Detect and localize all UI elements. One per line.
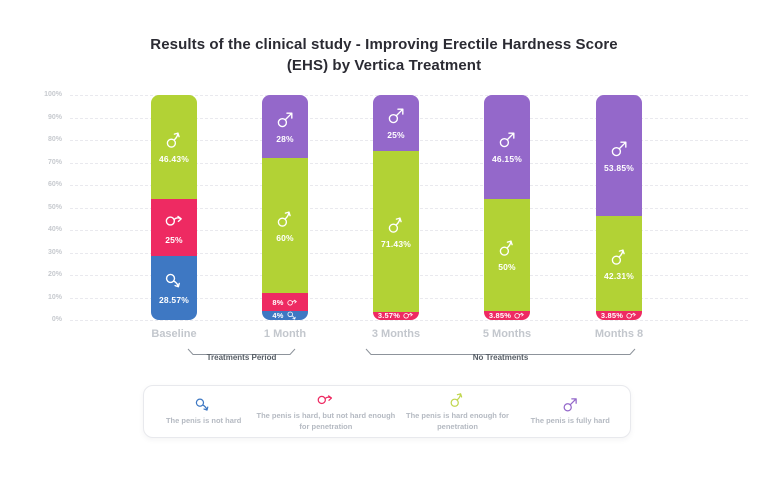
legend-item-label: The penis is not hard: [165, 416, 242, 426]
bar-segment-value: 28%: [276, 133, 294, 144]
gridline: [70, 320, 748, 321]
bar-segment-value: 60%: [276, 232, 294, 243]
bar-segment: 3.85%: [596, 311, 642, 320]
y-axis-tick-label: 70%: [47, 158, 62, 166]
male-not-hard-icon: [195, 396, 212, 413]
bar-segment: 50%: [484, 198, 530, 312]
legend-item: The penis is hard, but not hard enough f…: [255, 391, 396, 431]
y-axis-tick-label: 40%: [47, 226, 62, 233]
bar-segment-value: 3.85%: [600, 311, 624, 320]
male-hard-not-enough-icon: [317, 391, 334, 408]
stacked-bar-months-8: 53.85% 42.31% 3.85%: [596, 94, 642, 320]
chart-title-line1: Results of the clinical study - Improvin…: [150, 36, 618, 53]
stacked-bar-3-months: 25% 71.43% 3.57%: [373, 95, 419, 320]
male-hard-not-enough-icon: [165, 211, 184, 230]
male-hard-not-enough-icon: [626, 311, 637, 320]
bar-segment-value: 42.31%: [603, 270, 635, 281]
y-axis-tick-label: 90%: [47, 113, 62, 121]
male-hard-enough-icon: [610, 247, 629, 266]
bracket-annotation: [187, 343, 296, 361]
bracket-annotation-label: Treatments Period: [206, 353, 277, 362]
male-hard-not-enough-icon: [287, 297, 298, 308]
stacked-bar-5-months: 46.15% 50% 3.85%: [484, 95, 530, 320]
x-axis-label: 3 Months: [371, 328, 421, 340]
bar-segment-value: 53.85%: [603, 162, 635, 173]
y-axis-tick-label: 100%: [44, 91, 62, 98]
bar-segment-value: 25%: [387, 130, 405, 141]
y-axis-tick-label: 20%: [47, 271, 62, 278]
legend-item: The penis is not hard: [152, 396, 255, 426]
bar-segment: 28.57%: [151, 255, 197, 320]
bar-segment-value: 8%: [272, 297, 284, 307]
male-fully-hard-icon: [276, 110, 295, 129]
bar-segment-value: 28.57%: [158, 294, 190, 305]
bar-segment: 3.85%: [484, 311, 530, 320]
male-hard-enough-icon: [498, 238, 517, 257]
bar-segment: 46.15%: [484, 95, 530, 199]
x-axis-label: 1 Month: [263, 328, 307, 340]
bar-segment: 71.43%: [373, 151, 419, 312]
legend-item-label: The penis is hard enough for penetration: [406, 411, 509, 431]
y-axis-tick-label: 80%: [47, 136, 62, 143]
bar-segment-value: 71.43%: [380, 238, 412, 249]
bracket-annotation-label: No Treatments: [472, 353, 529, 362]
x-axis-label: Baseline: [151, 328, 197, 340]
bar-segment-value: 46.43%: [158, 154, 190, 165]
bar-segment-value: 50%: [498, 262, 516, 273]
male-hard-not-enough-icon: [403, 312, 414, 320]
bar-segment-value: 3.85%: [488, 311, 512, 320]
male-fully-hard-icon: [498, 130, 517, 149]
bar-segment: 3.57%: [373, 311, 419, 320]
chart-title-line2: (EHS) by Vertica Treatment: [286, 57, 482, 74]
x-axis-label: Months 8: [594, 328, 644, 340]
male-fully-hard-icon: [562, 396, 579, 413]
bar-segment: 53.85%: [596, 94, 642, 217]
y-axis-tick-label: 60%: [47, 181, 62, 188]
bar-segment-value: 4%: [272, 311, 284, 320]
y-axis-tick-label: 30%: [47, 248, 62, 256]
bar-segment: 42.31%: [596, 216, 642, 312]
male-hard-enough-icon: [449, 391, 466, 408]
y-axis-tick-label: 0%: [51, 316, 62, 323]
male-hard-enough-icon: [387, 215, 406, 234]
male-fully-hard-icon: [610, 139, 629, 158]
y-axis-tick-label: 50%: [47, 203, 62, 211]
stacked-bar-baseline: 46.43% 25% 28.57%: [151, 95, 197, 320]
bar-segment: 28%: [262, 95, 308, 158]
male-not-hard-icon: [165, 271, 184, 290]
bar-segment: 46.43%: [151, 95, 197, 200]
y-axis-tick-label: 10%: [47, 293, 62, 301]
male-fully-hard-icon: [387, 106, 406, 125]
bracket-annotation: [365, 343, 636, 361]
chart-title: Results of the clinical study - Improvin…: [0, 34, 768, 76]
male-hard-enough-icon: [165, 130, 184, 149]
male-hard-not-enough-icon: [514, 311, 525, 320]
bar-segment: 8%: [262, 293, 308, 311]
bar-segment-value: 3.57%: [377, 311, 401, 320]
stacked-bar-1-month: 28% 60% 8% 4%: [262, 95, 308, 320]
legend-item-label: The penis is hard, but not hard enough f…: [256, 411, 396, 431]
bar-segment: 25%: [373, 95, 419, 152]
male-not-hard-icon: [287, 311, 298, 320]
bar-segment: 60%: [262, 158, 308, 293]
bar-segment: 4%: [262, 311, 308, 320]
legend-item-label: The penis is fully hard: [530, 416, 610, 426]
bar-segment-value: 25%: [165, 234, 183, 245]
legend: The penis is not hard The penis is hard, …: [143, 385, 631, 438]
legend-item: The penis is hard enough for penetration: [396, 391, 518, 431]
x-axis-label: 5 Months: [482, 328, 532, 340]
male-hard-enough-icon: [276, 209, 295, 228]
bar-segment: 25%: [151, 199, 197, 256]
legend-item: The penis is fully hard: [519, 396, 622, 426]
bar-segment-value: 46.15%: [491, 153, 523, 164]
